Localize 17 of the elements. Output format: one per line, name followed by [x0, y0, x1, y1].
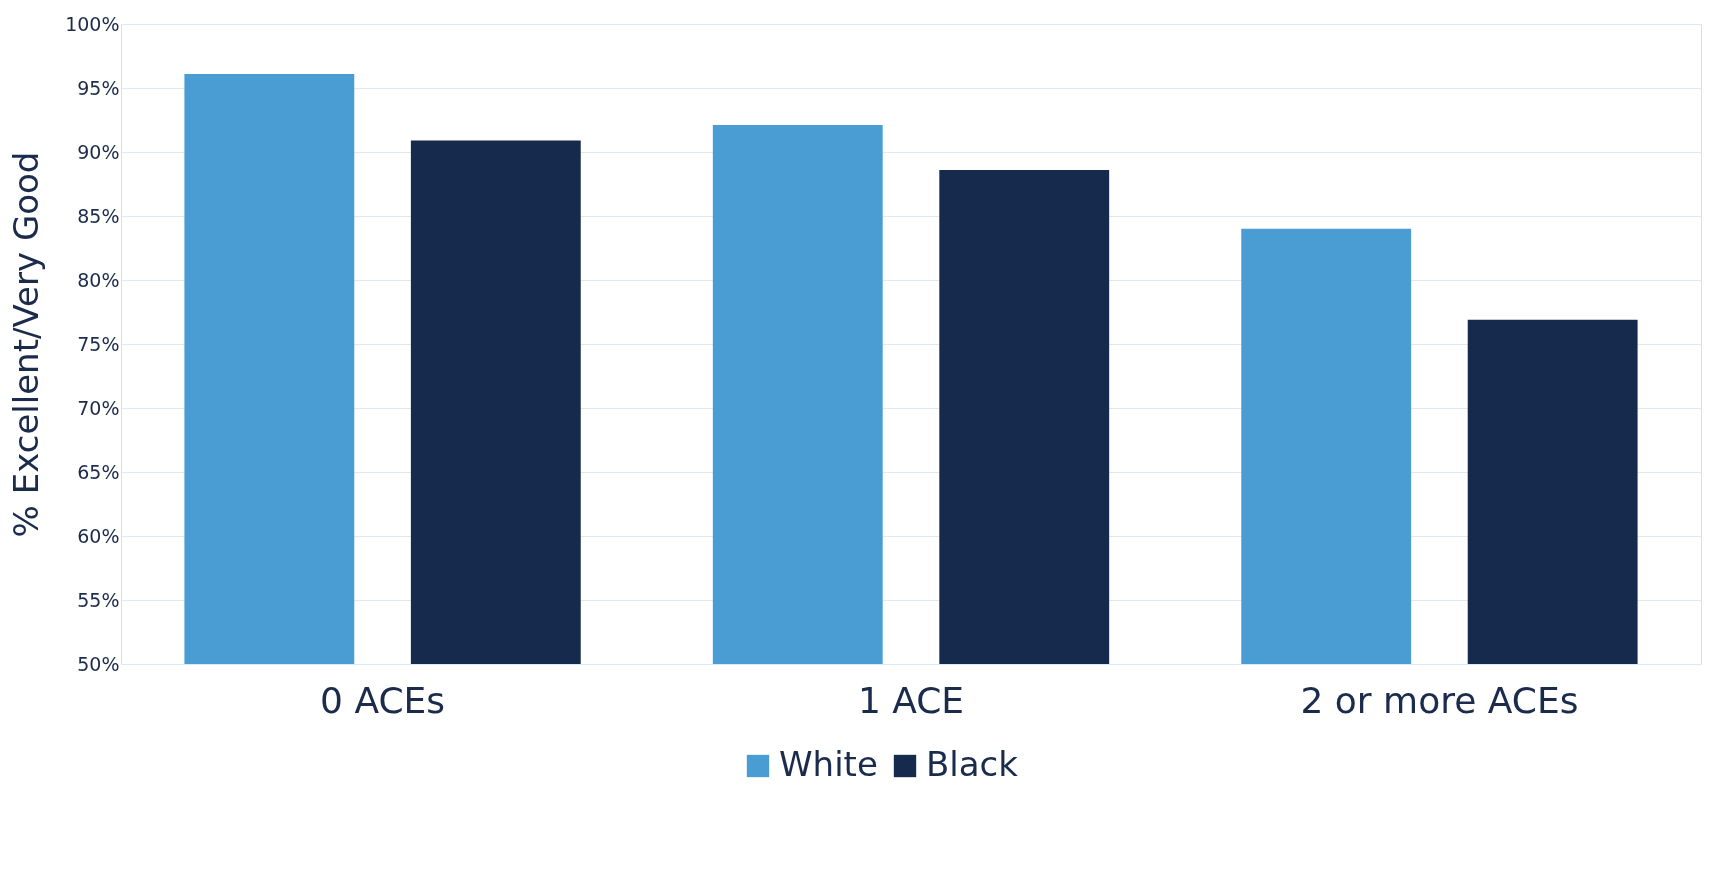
y-tick-label: 55%	[77, 588, 120, 611]
y-axis-title: % Excellent/Very Good	[6, 151, 47, 538]
y-tick-label: 60%	[77, 524, 120, 547]
x-tick-label: 2 or more ACEs	[1300, 679, 1579, 721]
y-tick-label: 85%	[77, 204, 120, 227]
y-tick-label: 100%	[65, 12, 120, 35]
legend-label: White	[779, 744, 878, 784]
y-tick-label: 65%	[77, 460, 120, 483]
y-tick-label: 50%	[77, 652, 120, 675]
x-tick-label: 1 ACE	[857, 679, 965, 721]
y-tick-label: 95%	[77, 76, 120, 99]
legend-label: Black	[926, 744, 1019, 784]
y-tick-label: 80%	[77, 268, 120, 291]
y-tick-label: 70%	[77, 396, 120, 419]
y-tick-label: 75%	[77, 332, 120, 355]
y-tick-label: 90%	[77, 140, 120, 163]
x-tick-label: 0 ACEs	[320, 679, 446, 721]
